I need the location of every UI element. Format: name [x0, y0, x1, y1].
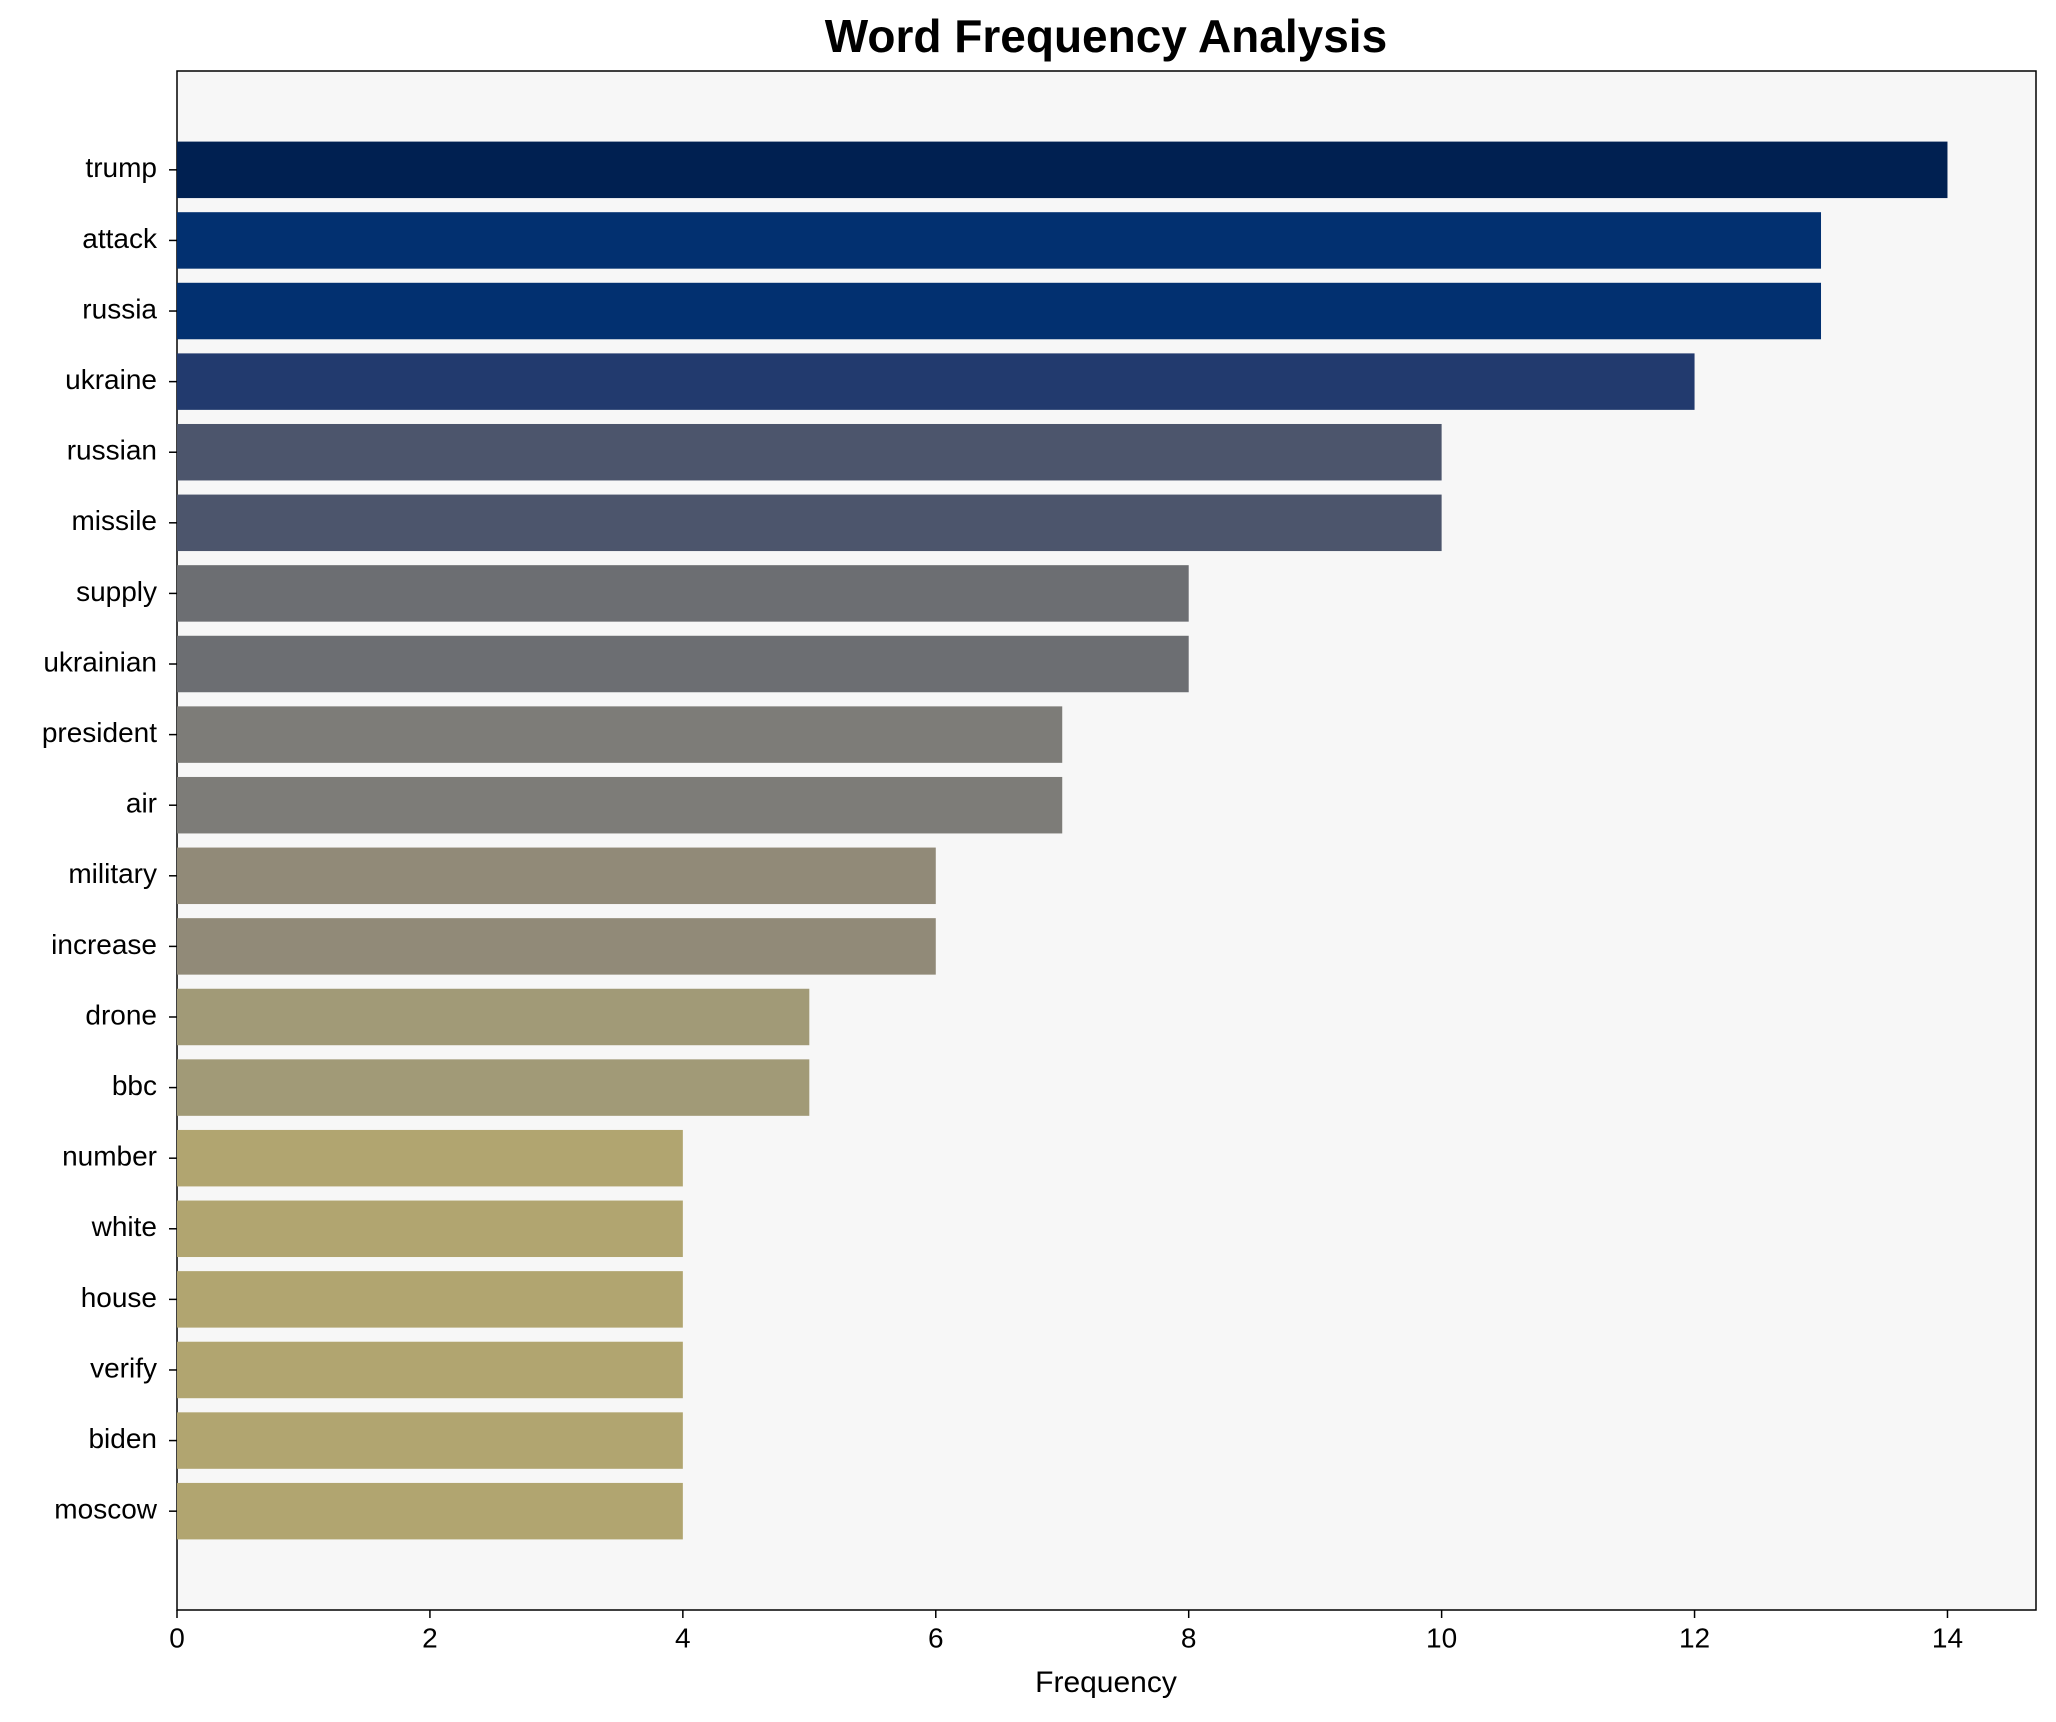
y-tick-label: bbc	[112, 1070, 157, 1101]
bar	[177, 423, 1442, 481]
y-tick-label: president	[42, 717, 157, 748]
x-tick-label: 4	[675, 1622, 691, 1653]
bar	[177, 1341, 683, 1399]
bar	[177, 565, 1189, 622]
bar	[177, 1412, 683, 1469]
chart-title: Word Frequency Analysis	[825, 10, 1387, 62]
y-tick-label: air	[126, 788, 157, 819]
y-tick-label: biden	[88, 1423, 157, 1454]
bar	[177, 706, 1063, 763]
bar	[177, 847, 936, 905]
y-tick-label: trump	[85, 152, 157, 183]
x-tick-label: 2	[422, 1622, 438, 1653]
y-tick-label: russia	[82, 293, 157, 324]
y-tick-label: russian	[67, 435, 157, 466]
y-tick-label: attack	[82, 223, 158, 254]
bar	[177, 1129, 683, 1187]
bar	[177, 141, 1948, 199]
bar	[177, 494, 1442, 552]
bar	[177, 282, 1822, 340]
y-tick-label: house	[81, 1282, 157, 1313]
bar	[177, 635, 1189, 693]
bar	[177, 353, 1695, 410]
y-tick-label: moscow	[54, 1494, 157, 1525]
y-tick-label: increase	[51, 929, 157, 960]
x-tick-label: 10	[1426, 1622, 1457, 1653]
y-tick-label: missile	[71, 505, 157, 536]
y-tick-label: ukrainian	[43, 646, 157, 677]
bar	[177, 988, 810, 1046]
x-tick-label: 14	[1932, 1622, 1963, 1653]
y-tick-label: white	[91, 1211, 157, 1242]
y-tick-label: verify	[90, 1352, 157, 1383]
bar	[177, 1482, 683, 1540]
y-tick-label: number	[62, 1141, 157, 1172]
bar	[177, 918, 936, 975]
y-tick-label: military	[68, 858, 157, 889]
y-tick-label: ukraine	[65, 364, 157, 395]
x-tick-label: 0	[169, 1622, 185, 1653]
bar	[177, 212, 1822, 269]
bar	[177, 1271, 683, 1328]
x-tick-label: 6	[928, 1622, 944, 1653]
y-tick-label: supply	[76, 576, 157, 607]
x-tick-label: 8	[1181, 1622, 1197, 1653]
x-axis-label: Frequency	[1035, 1666, 1177, 1699]
x-tick-label: 12	[1679, 1622, 1710, 1653]
bar	[177, 776, 1063, 834]
y-tick-label: drone	[85, 999, 157, 1030]
bar	[177, 1200, 683, 1258]
bar	[177, 1059, 810, 1116]
